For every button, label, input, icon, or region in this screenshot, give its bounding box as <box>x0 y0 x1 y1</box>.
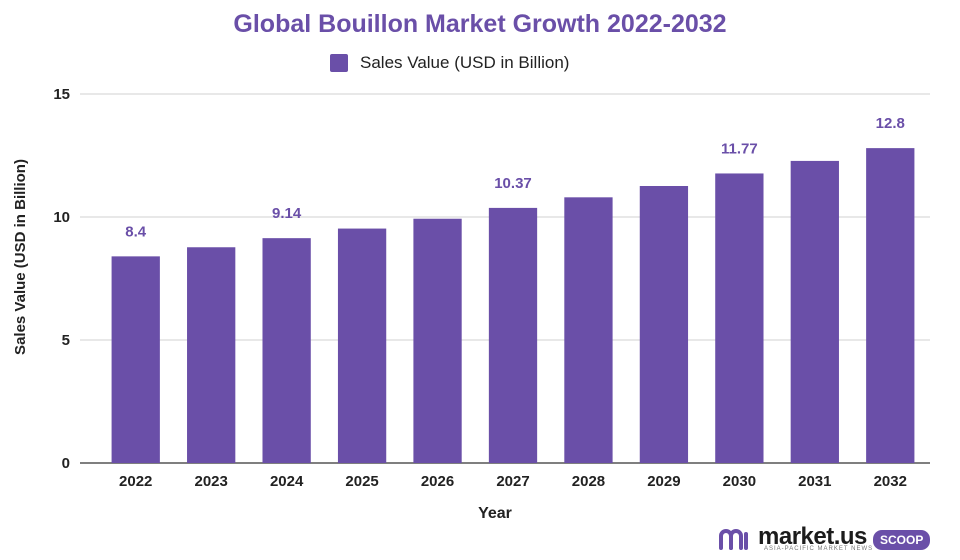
x-tick-labels: 2022 2023 2024 2025 2026 2027 2028 2029 2030 2031… <box>119 473 907 490</box>
value-label-2022: 8.4 <box>125 223 147 240</box>
bar-2030 <box>715 173 764 463</box>
bars <box>111 148 915 464</box>
chart-title: Global Bouillon Market Growth 2022-2032 <box>233 10 727 38</box>
x-tick-label-2027: 2027 <box>496 473 529 490</box>
bar-2031 <box>790 160 839 464</box>
x-tick-label-2023: 2023 <box>194 473 227 490</box>
y-tick-label: 5 <box>62 332 70 349</box>
bar-2022 <box>111 256 160 463</box>
x-tick-label-2031: 2031 <box>798 473 831 490</box>
value-label-2032: 12.8 <box>876 115 905 132</box>
y-tick-label: 10 <box>53 209 70 226</box>
x-tick-label-2029: 2029 <box>647 473 680 490</box>
brand-name: market.us <box>758 523 867 550</box>
x-tick-label-2025: 2025 <box>345 473 378 490</box>
market-us-logo-icon <box>719 529 748 550</box>
y-axis-label: Sales Value (USD in Billion) <box>12 159 29 355</box>
value-label-2030: 11.77 <box>721 140 758 157</box>
legend: Sales Value (USD in Billion) <box>330 52 569 74</box>
brand-tagline: ASIA-PACIFIC MARKET NEWS <box>764 546 874 552</box>
value-label-2027: 10.37 <box>494 175 532 192</box>
legend-swatch <box>330 54 348 72</box>
x-axis-label: Year <box>478 505 512 522</box>
x-tick-label-2030: 2030 <box>723 473 756 490</box>
bar-2032 <box>866 148 915 463</box>
bar-2024 <box>262 238 311 463</box>
x-tick-label-2024: 2024 <box>270 473 304 490</box>
legend-label: Sales Value (USD in Billion) <box>360 53 570 72</box>
bar-2023 <box>187 247 236 463</box>
y-tick-label: 15 <box>53 86 70 103</box>
value-label-2024: 9.14 <box>272 205 302 222</box>
bar-2028 <box>564 197 613 463</box>
x-tick-label-2022: 2022 <box>119 473 152 490</box>
bar-2026 <box>413 218 462 463</box>
y-tick-labels: 0 5 10 15 <box>53 86 70 472</box>
value-labels: 8.4 9.14 10.37 11.77 12.8 <box>125 115 905 240</box>
x-tick-label-2032: 2032 <box>874 473 907 490</box>
bar-2027 <box>488 207 538 463</box>
brand-badge: SCOOP <box>873 530 931 550</box>
bar-2025 <box>337 228 387 463</box>
bar-2029 <box>639 186 689 463</box>
brand-logo: market.us ASIA-PACIFIC MARKET NEWS SCOOP <box>718 523 938 554</box>
x-tick-label-2028: 2028 <box>572 473 605 490</box>
x-tick-label-2026: 2026 <box>421 473 454 490</box>
y-tick-label: 0 <box>62 455 70 472</box>
